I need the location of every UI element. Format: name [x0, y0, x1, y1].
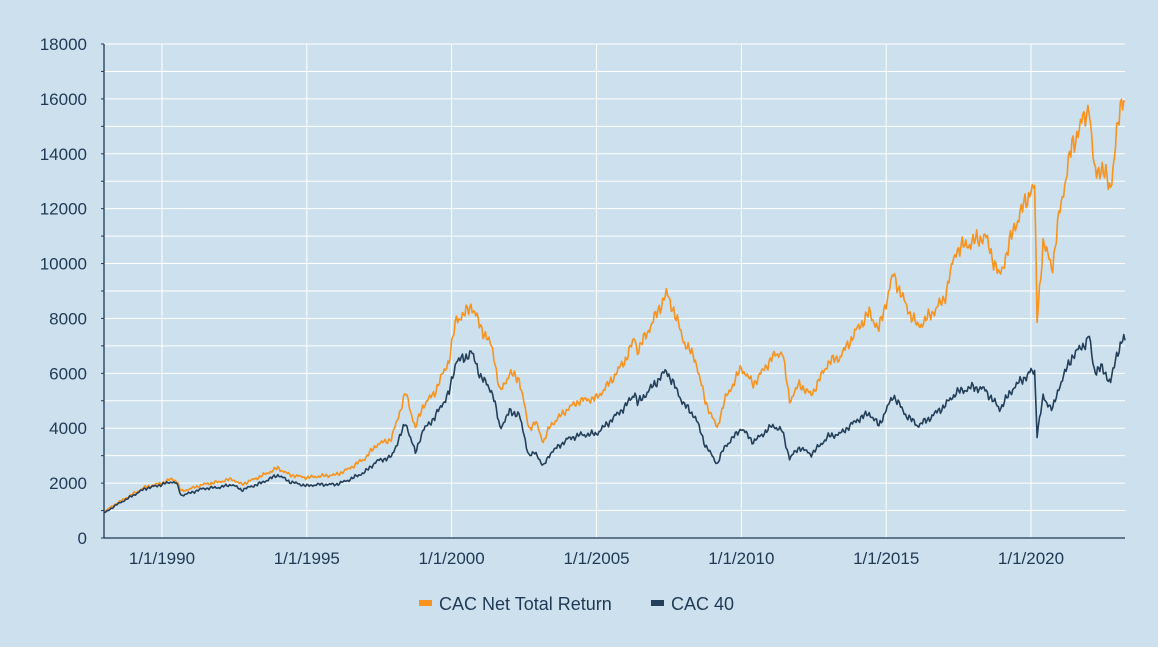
y-tick-label: 8000 — [49, 309, 87, 328]
x-tick-label: 1/1/2000 — [419, 549, 485, 568]
x-axis-tick-labels: 1/1/1990 1/1/1995 1/1/2000 1/1/2005 1/1/2010… — [129, 549, 1064, 568]
legend: CAC Net Total Return CAC 40 — [419, 594, 734, 614]
y-tick-label: 12000 — [40, 200, 87, 219]
y-axis-tick-labels: 0 2000 4000 6000 8000 10000 12000 14000 16000 180… — [40, 35, 87, 548]
y-tick-label: 14000 — [40, 145, 87, 164]
y-tick-label: 2000 — [49, 474, 87, 493]
x-tick-label: 1/1/1990 — [129, 549, 195, 568]
x-tick-label: 1/1/1995 — [274, 549, 340, 568]
y-tick-label: 0 — [78, 529, 87, 548]
y-tick-label: 10000 — [40, 255, 87, 274]
x-tick-label: 1/1/2020 — [998, 549, 1064, 568]
legend-swatch — [419, 600, 432, 606]
series-lines — [103, 98, 1126, 514]
x-tick-label: 1/1/2015 — [853, 549, 919, 568]
x-tick-label: 1/1/2005 — [563, 549, 629, 568]
legend-label: CAC Net Total Return — [439, 594, 612, 614]
y-tick-label: 18000 — [40, 35, 87, 54]
axes — [101, 43, 1125, 539]
grid-lines — [104, 43, 1125, 539]
x-tick-label: 1/1/2010 — [708, 549, 774, 568]
y-tick-label: 6000 — [49, 364, 87, 383]
y-tick-label: 4000 — [49, 419, 87, 438]
legend-swatch — [651, 600, 664, 606]
legend-label: CAC 40 — [671, 594, 734, 614]
series-line — [103, 333, 1126, 514]
y-tick-label: 16000 — [40, 90, 87, 109]
series-line — [103, 98, 1126, 513]
